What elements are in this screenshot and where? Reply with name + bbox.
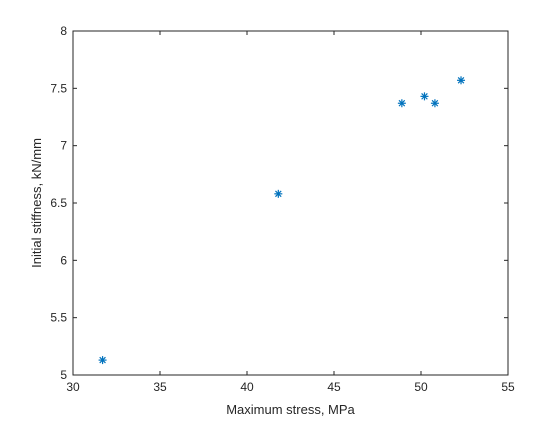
x-tick-label: 30 [66, 380, 80, 394]
data-point [397, 99, 406, 108]
data-point [457, 76, 466, 85]
data-point [274, 189, 283, 198]
x-tick-label: 45 [327, 380, 341, 394]
y-tick-label: 6.5 [50, 196, 67, 210]
x-tick-label: 50 [414, 380, 428, 394]
y-tick-label: 8 [60, 24, 67, 38]
x-axis-ticks: 30 35 40 45 50 55 [66, 31, 515, 394]
data-point [430, 99, 439, 108]
x-tick-label: 55 [501, 380, 515, 394]
data-point [98, 356, 107, 365]
data-point [420, 92, 429, 101]
y-axis-label: Initial stiffness, kN/mm [29, 138, 44, 268]
x-tick-label: 40 [240, 380, 254, 394]
x-axis-label: Maximum stress, MPa [226, 402, 355, 417]
y-tick-label: 6 [60, 253, 67, 267]
axes-box [72, 30, 509, 376]
y-tick-label: 7.5 [50, 81, 67, 95]
x-tick-label: 35 [153, 380, 167, 394]
data-points [98, 76, 466, 365]
y-tick-label: 7 [60, 139, 67, 153]
y-tick-label: 5.5 [50, 311, 67, 325]
y-tick-label: 5 [60, 368, 67, 382]
plot-area [73, 31, 508, 375]
